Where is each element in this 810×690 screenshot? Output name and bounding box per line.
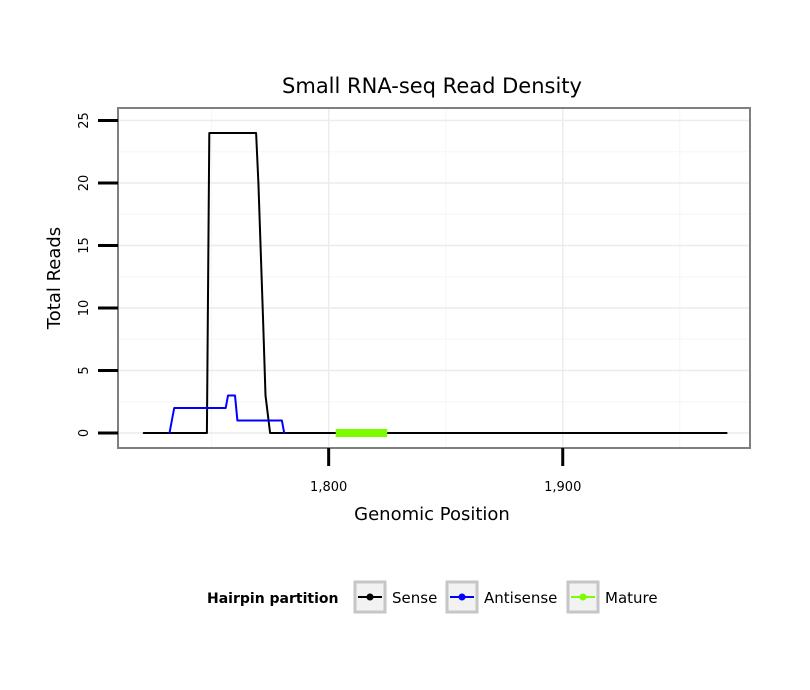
chart-title: Small RNA-seq Read Density xyxy=(282,74,582,98)
legend-key-dot xyxy=(366,593,374,601)
legend-entry-sense: Sense xyxy=(353,580,437,614)
y-axis: 0 5 10 15 20 25 xyxy=(77,112,118,437)
plot-area xyxy=(118,108,750,448)
series-lines xyxy=(142,132,728,437)
legend-key-dot xyxy=(579,593,587,601)
legend-label: Sense xyxy=(392,589,437,607)
plot-background xyxy=(118,108,750,448)
x-tick-label: 1,900 xyxy=(544,480,581,495)
y-axis-title: Total Reads xyxy=(44,227,65,330)
x-tick-label: 1,800 xyxy=(310,480,347,495)
legend-entry-mature: Mature xyxy=(566,580,658,614)
y-tick-label: 15 xyxy=(77,237,92,254)
plot-frame xyxy=(117,107,751,449)
legend: Hairpin partition Sense Antisense Mature xyxy=(207,580,658,614)
y-tick-label: 5 xyxy=(77,366,92,374)
x-axis: 1,800 1,900 xyxy=(310,448,581,495)
y-tick-label: 0 xyxy=(77,429,92,437)
legend-label: Mature xyxy=(605,589,658,607)
y-tick-label: 20 xyxy=(77,175,92,192)
y-tick-label: 10 xyxy=(77,300,92,317)
legend-label: Antisense xyxy=(484,589,557,607)
y-tick-label: 25 xyxy=(77,112,92,129)
grid-lines xyxy=(118,108,750,448)
series-line-antisense xyxy=(168,394,286,434)
legend-entry-antisense: Antisense xyxy=(445,580,557,614)
x-axis-title: Genomic Position xyxy=(354,504,510,525)
legend-key xyxy=(445,580,479,614)
legend-key-dot xyxy=(458,593,466,601)
legend-title: Hairpin partition xyxy=(207,591,338,607)
